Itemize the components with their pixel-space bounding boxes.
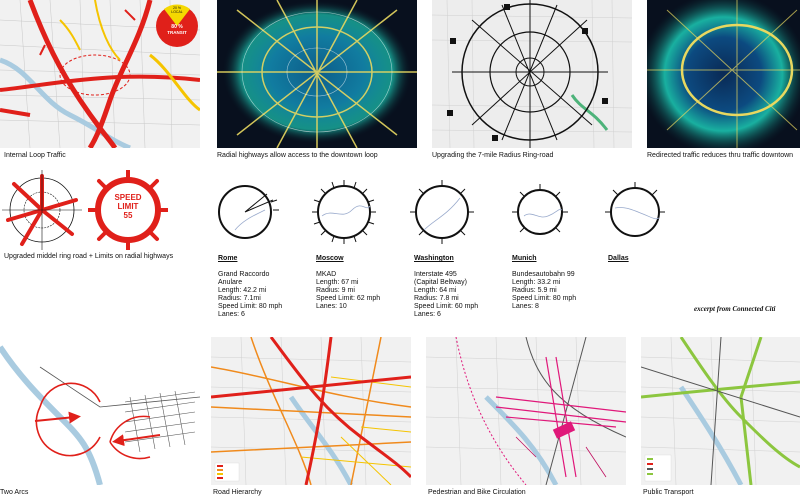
speed-limit-ring <box>88 170 168 250</box>
city-line: Length: 64 mi <box>414 287 457 294</box>
caption-internal-loop: Internal Loop Traffic <box>4 152 66 159</box>
city-name: Washington <box>414 255 454 262</box>
city-line: Radius: 7.1mi <box>218 295 261 302</box>
city-line: Speed Limit: 60 mph <box>414 303 479 310</box>
city-name: Moscow <box>316 255 344 262</box>
city-line: Radius: 5.9 mi <box>512 287 557 294</box>
ring-diagram-dallas <box>605 182 665 237</box>
city-line: Speed Limit: 62 mph <box>316 295 381 302</box>
city-line: Lanes: 6 <box>218 311 245 318</box>
city-line: Bundesautobahn 99 <box>512 271 575 278</box>
road-hierarchy-map <box>211 337 411 485</box>
pie-transit-percent: 80 % <box>171 24 183 30</box>
caption-ped-bike: Pedestrian and Bike Circulation <box>428 489 526 496</box>
ring-diagram-moscow <box>312 180 376 244</box>
caption-upgrading-ring: Upgrading the 7-mile Radius Ring-road <box>432 152 554 159</box>
city-line: Lanes: 6 <box>414 311 441 318</box>
caption-redirected: Redirected traffic reduces thru traffic … <box>647 152 794 159</box>
caption-two-arcs: Two Arcs <box>0 489 29 496</box>
caption-road-hierarchy: Road Hierarchy <box>213 489 262 496</box>
caption-middle-ring: Upgraded middel ring road + Limits on ra… <box>4 253 174 260</box>
pie-local-label: 20 % LOCAL <box>171 6 183 14</box>
speed-sign-line1: SPEED <box>114 193 142 202</box>
city-line: Lanes: 10 <box>316 303 347 310</box>
ring-diagram-washington <box>410 180 474 244</box>
city-info-rome: Rome Grand Raccordo Anulare Length: 42.2… <box>218 255 282 319</box>
speed-sign-line3: 55 <box>123 211 133 220</box>
city-info-munich: Munich Bundesautobahn 99 Length: 33.2 mi… <box>512 255 576 311</box>
ped-bike-map <box>426 337 626 485</box>
city-name: Munich <box>512 255 537 262</box>
city-line: Length: 67 mi <box>316 279 359 286</box>
city-line: Speed Limit: 80 mph <box>218 303 283 310</box>
city-line: Length: 33.2 mi <box>512 279 561 286</box>
ring-diagram-rome <box>218 185 279 239</box>
city-line: Grand Raccordo <box>218 271 270 278</box>
city-line: (Capital Beltway) <box>414 279 467 286</box>
city-line: MKAD <box>316 271 337 278</box>
city-line: Length: 42.2 mi <box>218 287 267 294</box>
city-name: Dallas <box>608 255 629 262</box>
redirected-traffic-heatmap <box>647 0 800 148</box>
city-line: Radius: 7.8 mi <box>414 295 459 302</box>
city-info-washington: Washington Interstate 495 (Capital Beltw… <box>414 255 478 319</box>
two-arcs-map <box>0 337 200 485</box>
caption-public-transport: Public Transport <box>643 489 694 496</box>
ring-diagram-munich <box>512 184 568 235</box>
city-line: Interstate 495 <box>414 271 457 278</box>
internal-loop-map: 20 % LOCAL 80 % TRANSIT <box>0 0 200 148</box>
city-info-dallas: Dallas <box>608 255 629 271</box>
city-line: Speed Limit: 80 mph <box>512 295 577 302</box>
radial-highways-heatmap <box>217 0 417 148</box>
city-name: Rome <box>218 255 238 262</box>
public-transport-map <box>641 337 800 485</box>
city-info-moscow: Moscow MKAD Length: 67 mi Radius: 9 mi S… <box>316 255 380 311</box>
city-line: Radius: 9 mi <box>316 287 355 294</box>
caption-radial-highways: Radial highways allow access to the down… <box>217 152 378 159</box>
traffic-share-pie <box>156 4 198 47</box>
city-line: Lanes: 8 <box>512 303 539 310</box>
excerpt-credit: excerpt from Connected Citi <box>694 305 776 313</box>
speed-sign-line2: LIMIT <box>117 202 139 211</box>
middle-ring-diagram <box>2 170 82 250</box>
city-line: Anulare <box>218 279 243 286</box>
pie-transit-label: TRANSIT <box>167 30 187 35</box>
ring-road-map <box>432 0 632 148</box>
